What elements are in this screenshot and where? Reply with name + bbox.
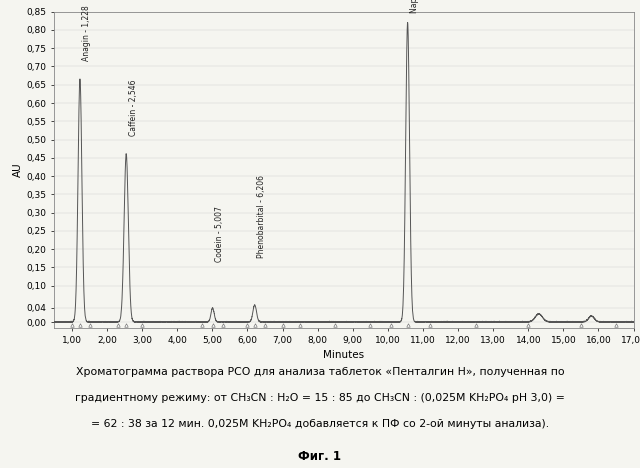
- Y-axis label: AU: AU: [13, 162, 23, 177]
- Text: Phenobarbital - 6,206: Phenobarbital - 6,206: [257, 176, 266, 258]
- Text: Фиг. 1: Фиг. 1: [298, 450, 342, 463]
- Text: Naproxen - 10,562: Naproxen - 10,562: [410, 0, 419, 14]
- Text: Хроматограмма раствора РСО для анализа таблеток «Пенталгин Н», полученная по: Хроматограмма раствора РСО для анализа т…: [76, 367, 564, 377]
- Text: Caffein - 2,546: Caffein - 2,546: [129, 79, 138, 136]
- X-axis label: Minutes: Minutes: [323, 351, 365, 360]
- Text: Anagin - 1,228: Anagin - 1,228: [83, 5, 92, 61]
- Text: Codein - 5,007: Codein - 5,007: [215, 206, 224, 262]
- Text: = 62 : 38 за 12 мин. 0,025M KH₂PO₄ добавляется к ПФ со 2-ой минуты анализа).: = 62 : 38 за 12 мин. 0,025M KH₂PO₄ добав…: [91, 419, 549, 429]
- Text: градиентному режиму: от CH₃CN : H₂O = 15 : 85 до CH₃CN : (0,025M KH₂PO₄ pH 3,0) : градиентному режиму: от CH₃CN : H₂O = 15…: [75, 393, 565, 403]
